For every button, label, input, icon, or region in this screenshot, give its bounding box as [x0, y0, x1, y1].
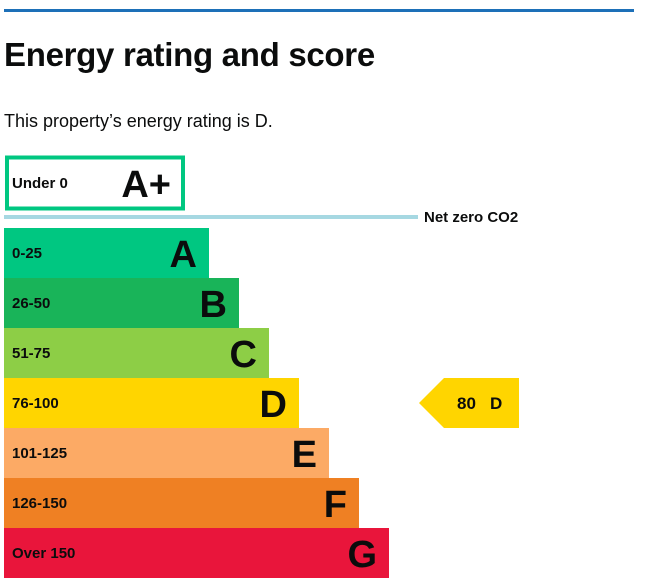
band-b-range: 26-50: [12, 295, 50, 312]
band-b-letter: B: [200, 284, 227, 326]
band-g-range: Over 150: [12, 545, 75, 562]
band-f-range: 126-150: [12, 495, 67, 512]
current-score: 80: [457, 394, 476, 413]
band-g-bar: [4, 528, 389, 578]
band-g-letter: G: [347, 534, 377, 576]
band-e-letter: E: [292, 434, 317, 476]
band-c-bar: [4, 328, 269, 378]
top-rule: [4, 9, 634, 12]
band-c-letter: C: [230, 334, 257, 376]
net-zero-label: Net zero CO2: [424, 209, 518, 226]
rating-bands: Under 0 A+ 0-25 A 26-50 B 51-75 C 76-100 D 101-125…: [4, 155, 389, 578]
band-a-range: 0-25: [12, 245, 42, 262]
current-rating-pointer: 80 D: [419, 378, 519, 428]
band-e-bar: [4, 428, 329, 478]
page-title: Energy rating and score: [4, 36, 375, 73]
current-letter: D: [490, 394, 502, 413]
band-aplus-box: [5, 155, 185, 211]
band-d-bar: [4, 378, 299, 428]
band-e-range: 101-125: [12, 445, 67, 462]
band-b-bar: [4, 278, 239, 328]
rating-summary: This property’s energy rating is D.: [4, 111, 273, 131]
band-a-letter: A: [170, 234, 197, 276]
band-d-letter: D: [260, 384, 287, 426]
band-d-range: 76-100: [12, 395, 59, 412]
band-f-letter: F: [324, 484, 347, 526]
current-rating-arrow: [419, 378, 519, 428]
band-aplus-range: Under 0: [12, 175, 68, 192]
band-a-bar: [4, 228, 209, 278]
band-f-bar: [4, 478, 359, 528]
band-c-range: 51-75: [12, 345, 50, 362]
band-aplus-letter: A+: [121, 164, 171, 206]
